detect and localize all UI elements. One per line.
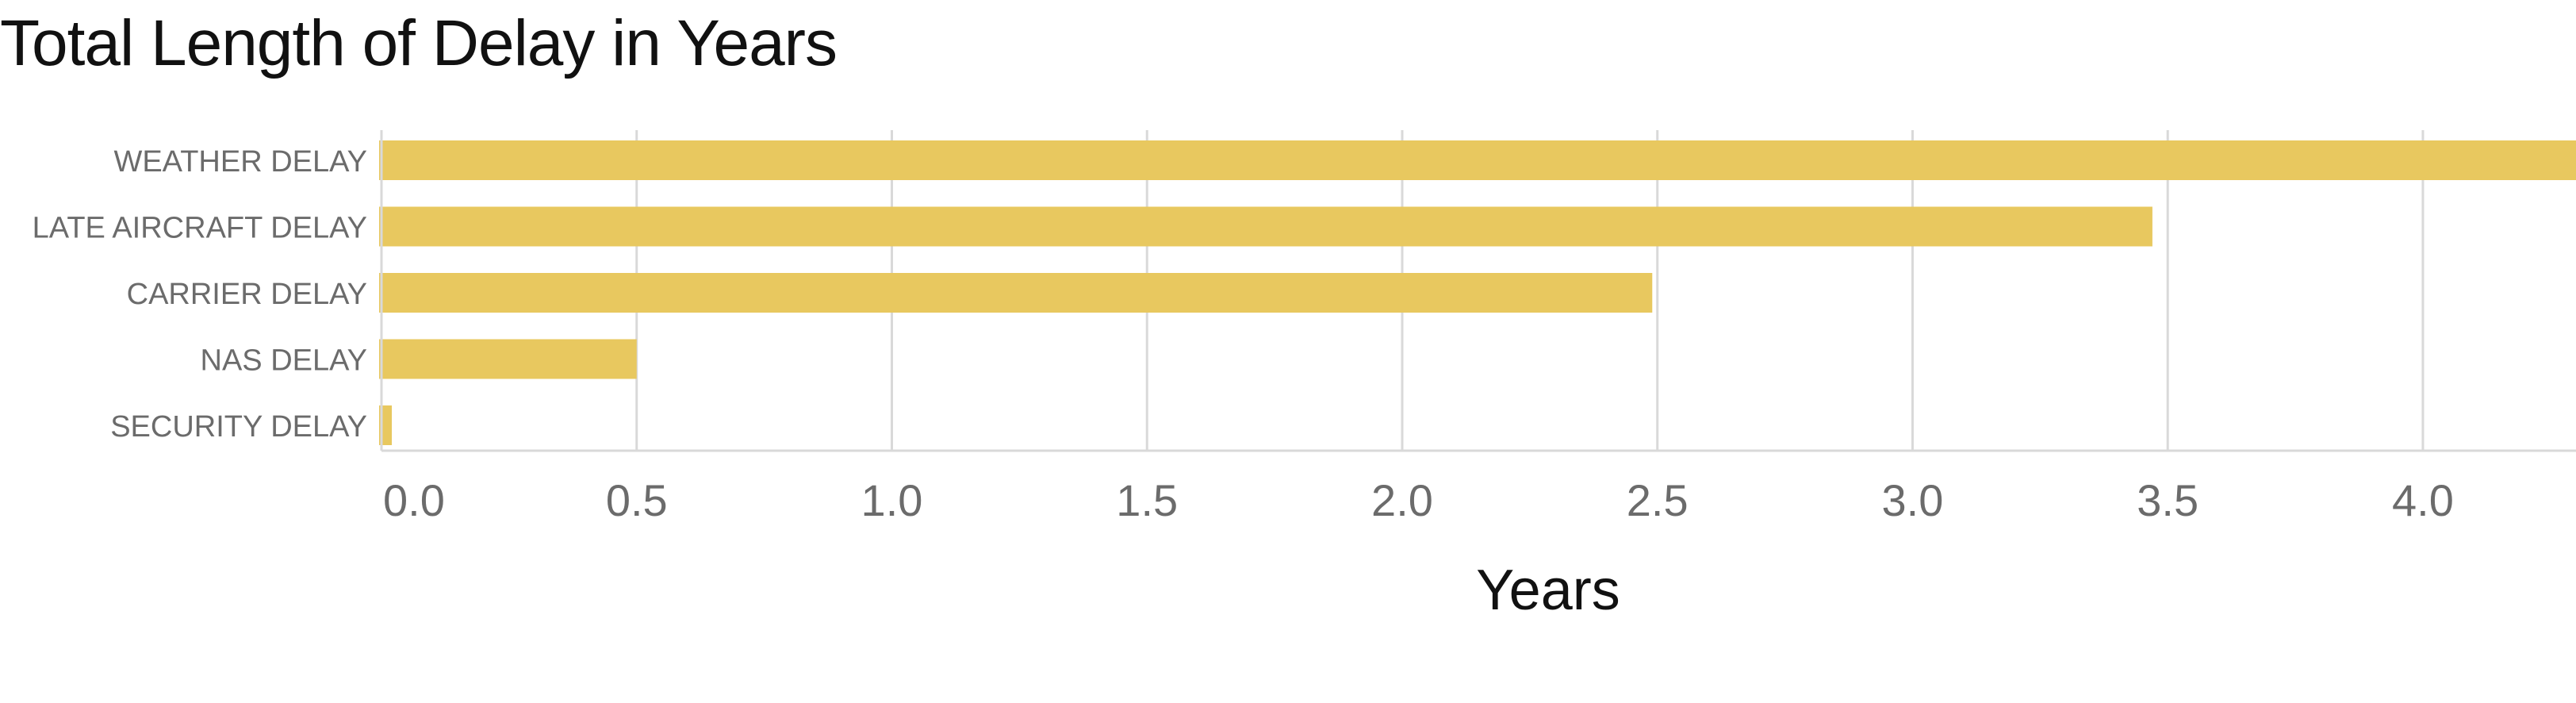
y-tick-labels: WEATHER DELAY LATE AIRCRAFT DELAY CARRIER … <box>33 145 367 444</box>
x-tick-label: 2.0 <box>1371 475 1433 525</box>
bar <box>379 339 637 379</box>
x-tick-label: 4.0 <box>2392 475 2454 525</box>
x-tick-label: 0.0 <box>383 475 445 525</box>
x-tick-label: 2.5 <box>1627 475 1689 525</box>
bars <box>379 140 2576 445</box>
x-tick-label: 3.5 <box>2137 475 2198 525</box>
y-tick-label: WEATHER DELAY <box>113 145 367 179</box>
x-tick-labels: 0.0 0.5 1.0 1.5 2.0 2.5 3.0 3.5 4.0 <box>383 475 2454 525</box>
x-tick-label: 3.0 <box>1882 475 1944 525</box>
x-tick-label: 1.0 <box>861 475 923 525</box>
y-tick-label: LATE AIRCRAFT DELAY <box>33 212 367 245</box>
y-tick-label: NAS DELAY <box>201 344 367 378</box>
bar <box>379 273 1653 313</box>
chart-title: Total Length of Delay in Years <box>0 7 838 79</box>
y-tick-label: CARRIER DELAY <box>127 278 367 311</box>
x-tick-label: 1.5 <box>1116 475 1178 525</box>
y-tick-label: SECURITY DELAY <box>110 410 367 444</box>
bar <box>379 206 2152 247</box>
x-tick-label: 0.5 <box>606 475 668 525</box>
x-axis-label: Years <box>1476 559 1620 622</box>
bar <box>379 140 2576 180</box>
